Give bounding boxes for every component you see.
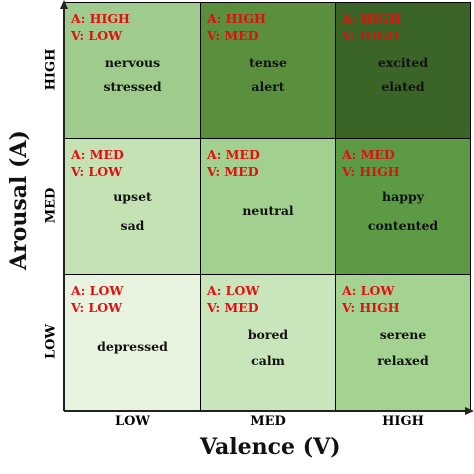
arousal-tag: A: HIGH	[207, 11, 266, 26]
emotion-word: alert	[251, 79, 285, 94]
arousal-tag: A: MED	[342, 147, 395, 162]
arousal-tag: A: MED	[207, 147, 260, 162]
valence-tag: V: MED	[207, 164, 259, 179]
cell-med-high: A: MED V: HIGH happy contented	[335, 138, 471, 275]
emotion-word: neutral	[242, 203, 294, 218]
cell-high-med: A: HIGH V: MED tense alert	[200, 2, 336, 139]
emotion-word: depressed	[97, 339, 168, 354]
y-axis-title: Arousal (A)	[6, 130, 32, 270]
valence-tag: V: LOW	[71, 164, 123, 179]
emotion-word: relaxed	[377, 353, 429, 368]
emotion-word: bored	[247, 327, 289, 342]
valence-tag: V: LOW	[71, 300, 123, 315]
emotion-word: nervous	[104, 55, 161, 70]
arousal-tag: A: LOW	[342, 283, 395, 298]
cell-high-low: A: HIGH V: LOW nervous stressed	[64, 2, 201, 139]
emotion-word: contented	[367, 218, 439, 233]
cell-low-high: A: LOW V: HIGH serene relaxed	[335, 274, 471, 411]
valence-tag: V: HIGH	[342, 164, 400, 179]
y-tick-low: LOW	[43, 323, 59, 360]
valence-tag: V: LOW	[71, 28, 123, 43]
emotion-word: upset	[113, 189, 152, 204]
y-tick-med: MED	[43, 187, 59, 224]
x-tick-low: LOW	[114, 414, 151, 429]
valence-tag: V: HIGH	[342, 300, 400, 315]
x-axis-title: Valence (V)	[200, 434, 341, 460]
emotion-word: serene	[379, 327, 427, 342]
emotion-word: calm	[251, 353, 285, 368]
arousal-tag: A: HIGH	[342, 11, 401, 26]
y-tick-high: HIGH	[43, 48, 59, 91]
arousal-tag: A: LOW	[71, 283, 124, 298]
emotion-word: elated	[381, 79, 425, 94]
emotion-word: happy	[382, 189, 424, 204]
cell-med-med: A: MED V: MED neutral	[200, 138, 336, 275]
valence-tag: V: MED	[207, 300, 259, 315]
cell-high-high: A: HIGH V: HIGH excited elated	[335, 2, 471, 139]
cell-med-low: A: MED V: LOW upset sad	[64, 138, 201, 275]
valence-tag: V: HIGH	[342, 28, 400, 43]
x-tick-high: HIGH	[382, 414, 424, 429]
emotion-word: sad	[120, 218, 145, 233]
emotion-word: tense	[249, 55, 287, 70]
x-tick-med: MED	[250, 414, 286, 429]
arousal-valence-grid: A: HIGH V: LOW nervous stressed A: HIGH …	[64, 2, 471, 411]
arousal-tag: A: HIGH	[71, 11, 130, 26]
cell-low-med: A: LOW V: MED bored calm	[200, 274, 336, 411]
cell-low-low: A: LOW V: LOW depressed	[64, 274, 201, 411]
emotion-word: excited	[377, 55, 429, 70]
arousal-tag: A: MED	[71, 147, 124, 162]
arousal-tag: A: LOW	[207, 283, 260, 298]
emotion-word: stressed	[103, 79, 162, 94]
valence-tag: V: MED	[207, 28, 259, 43]
